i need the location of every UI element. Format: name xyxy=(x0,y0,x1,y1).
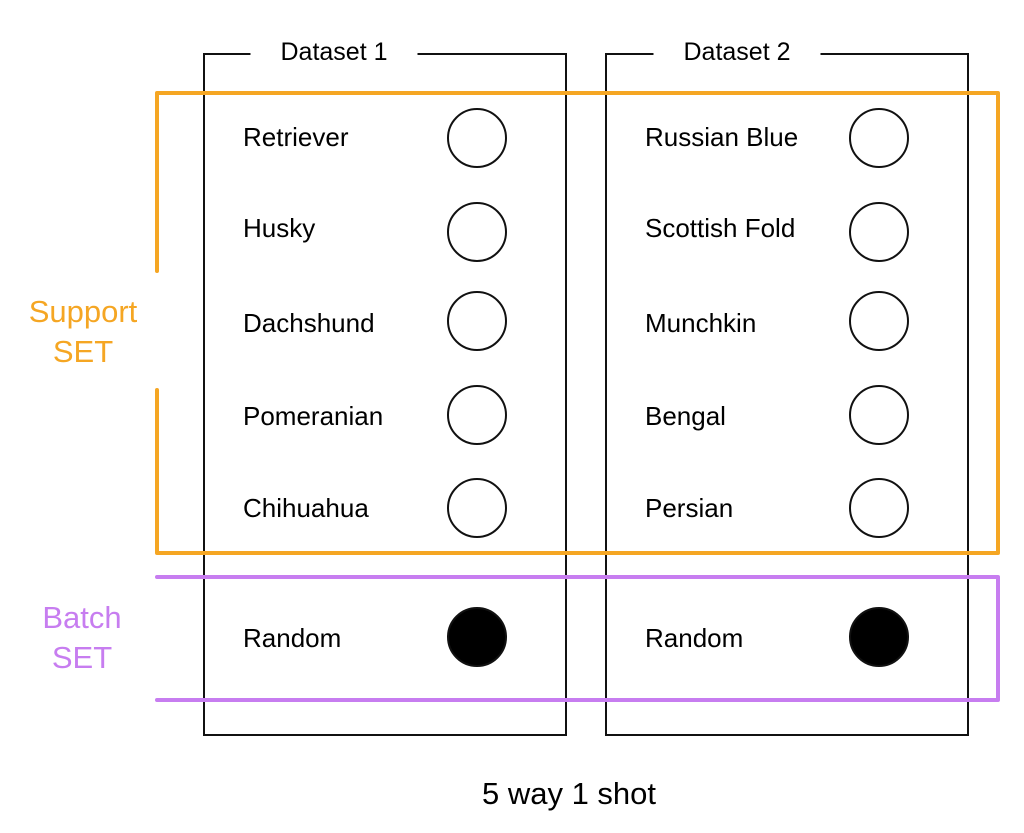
dataset-2-batch-item: Random xyxy=(645,623,744,653)
dataset-2-support-item: Russian Blue xyxy=(645,122,799,152)
diagram-caption: 5 way 1 shot xyxy=(481,776,657,811)
support-set-label-line2: SET xyxy=(52,334,114,369)
dataset-1-support-item: Husky xyxy=(243,213,316,243)
dataset-1-support-item: Dachshund xyxy=(243,308,375,338)
dataset-2-support-item: Scottish Fold xyxy=(645,213,796,243)
dataset-2-support-circle xyxy=(849,291,909,351)
dataset-2-title: Dataset 2 xyxy=(653,40,821,65)
dataset-1-support-circle xyxy=(447,202,507,262)
dataset-2-support-circle xyxy=(849,202,909,262)
support-set-label: Support SET xyxy=(29,292,138,372)
dataset-1-support-circle xyxy=(447,385,507,445)
batch-set-label: Batch SET xyxy=(42,598,121,678)
dataset-1-support-circle xyxy=(447,108,507,168)
support-set-label-line1: Support xyxy=(28,294,138,329)
dataset-1-support-circle xyxy=(447,291,507,351)
dataset-2-support-circle xyxy=(849,478,909,538)
dataset-1-batch-circle xyxy=(447,607,507,667)
dataset-1-title: Dataset 1 xyxy=(250,40,418,65)
dataset-1-batch-item: Random xyxy=(243,623,342,653)
support-set-bracket xyxy=(155,91,1000,555)
dataset-2-batch-circle xyxy=(849,607,909,667)
dataset-2-support-item: Munchkin xyxy=(645,308,757,338)
dataset-1-support-item: Pomeranian xyxy=(243,401,384,431)
batch-set-label-line1: Batch xyxy=(42,600,122,635)
batch-set-label-line2: SET xyxy=(51,640,113,675)
dataset-1-support-item: Chihuahua xyxy=(243,493,369,523)
dataset-1-support-circle xyxy=(447,478,507,538)
dataset-1-support-item: Retriever xyxy=(243,122,349,152)
dataset-2-support-circle xyxy=(849,385,909,445)
dataset-2-support-item: Persian xyxy=(645,493,734,523)
dataset-2-support-item: Bengal xyxy=(645,401,726,431)
dataset-2-support-circle xyxy=(849,108,909,168)
batch-set-bracket xyxy=(155,575,1000,702)
